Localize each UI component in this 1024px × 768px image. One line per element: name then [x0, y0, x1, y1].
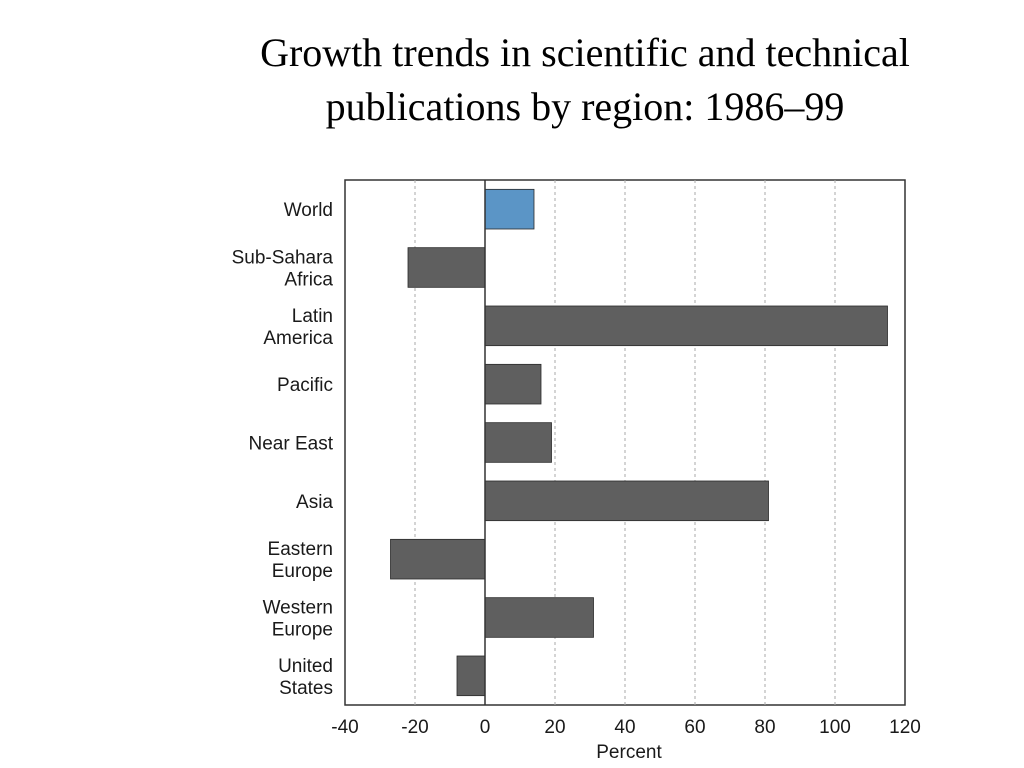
category-label: Western Europe [263, 598, 333, 641]
x-tick-label: -20 [401, 717, 428, 738]
category-label: Sub-Sahara Africa [232, 248, 334, 291]
x-tick-label: 100 [819, 717, 851, 738]
x-tick-label: 20 [544, 717, 565, 738]
bars [390, 188, 888, 697]
bar [390, 538, 486, 580]
x-tick-label: -40 [331, 717, 358, 738]
bar [484, 363, 542, 405]
x-tick-label: 60 [684, 717, 705, 738]
category-label: United States [278, 656, 333, 699]
category-label: Asia [296, 492, 333, 513]
bar [484, 422, 552, 463]
category-label: Near East [249, 434, 334, 455]
bar [484, 480, 769, 522]
slide-title-line-2: publications by region: 1986–99 [325, 84, 845, 129]
bar [484, 305, 888, 347]
bar [407, 247, 486, 288]
category-labels: World Sub-Sahara Africa Latin America Pacific… [232, 200, 334, 699]
category-label: World [284, 200, 333, 221]
bar [484, 188, 535, 230]
category-label: Latin America [263, 306, 333, 349]
x-tick-label: 80 [754, 717, 775, 738]
category-label: Eastern Europe [268, 539, 333, 582]
bar [456, 655, 486, 697]
x-tick-labels: -40 -20 0 20 40 60 80 100 120 [331, 717, 921, 738]
x-axis-title: Percent [596, 742, 662, 763]
slide-title: Growth trends in scientific and technica… [150, 26, 1020, 134]
x-tick-label: 0 [480, 717, 491, 738]
slide-title-line-1: Growth trends in scientific and technica… [260, 30, 910, 75]
bar [484, 597, 594, 638]
x-tick-label: 120 [889, 717, 921, 738]
x-tick-label: 40 [614, 717, 635, 738]
category-label: Pacific [277, 375, 333, 396]
